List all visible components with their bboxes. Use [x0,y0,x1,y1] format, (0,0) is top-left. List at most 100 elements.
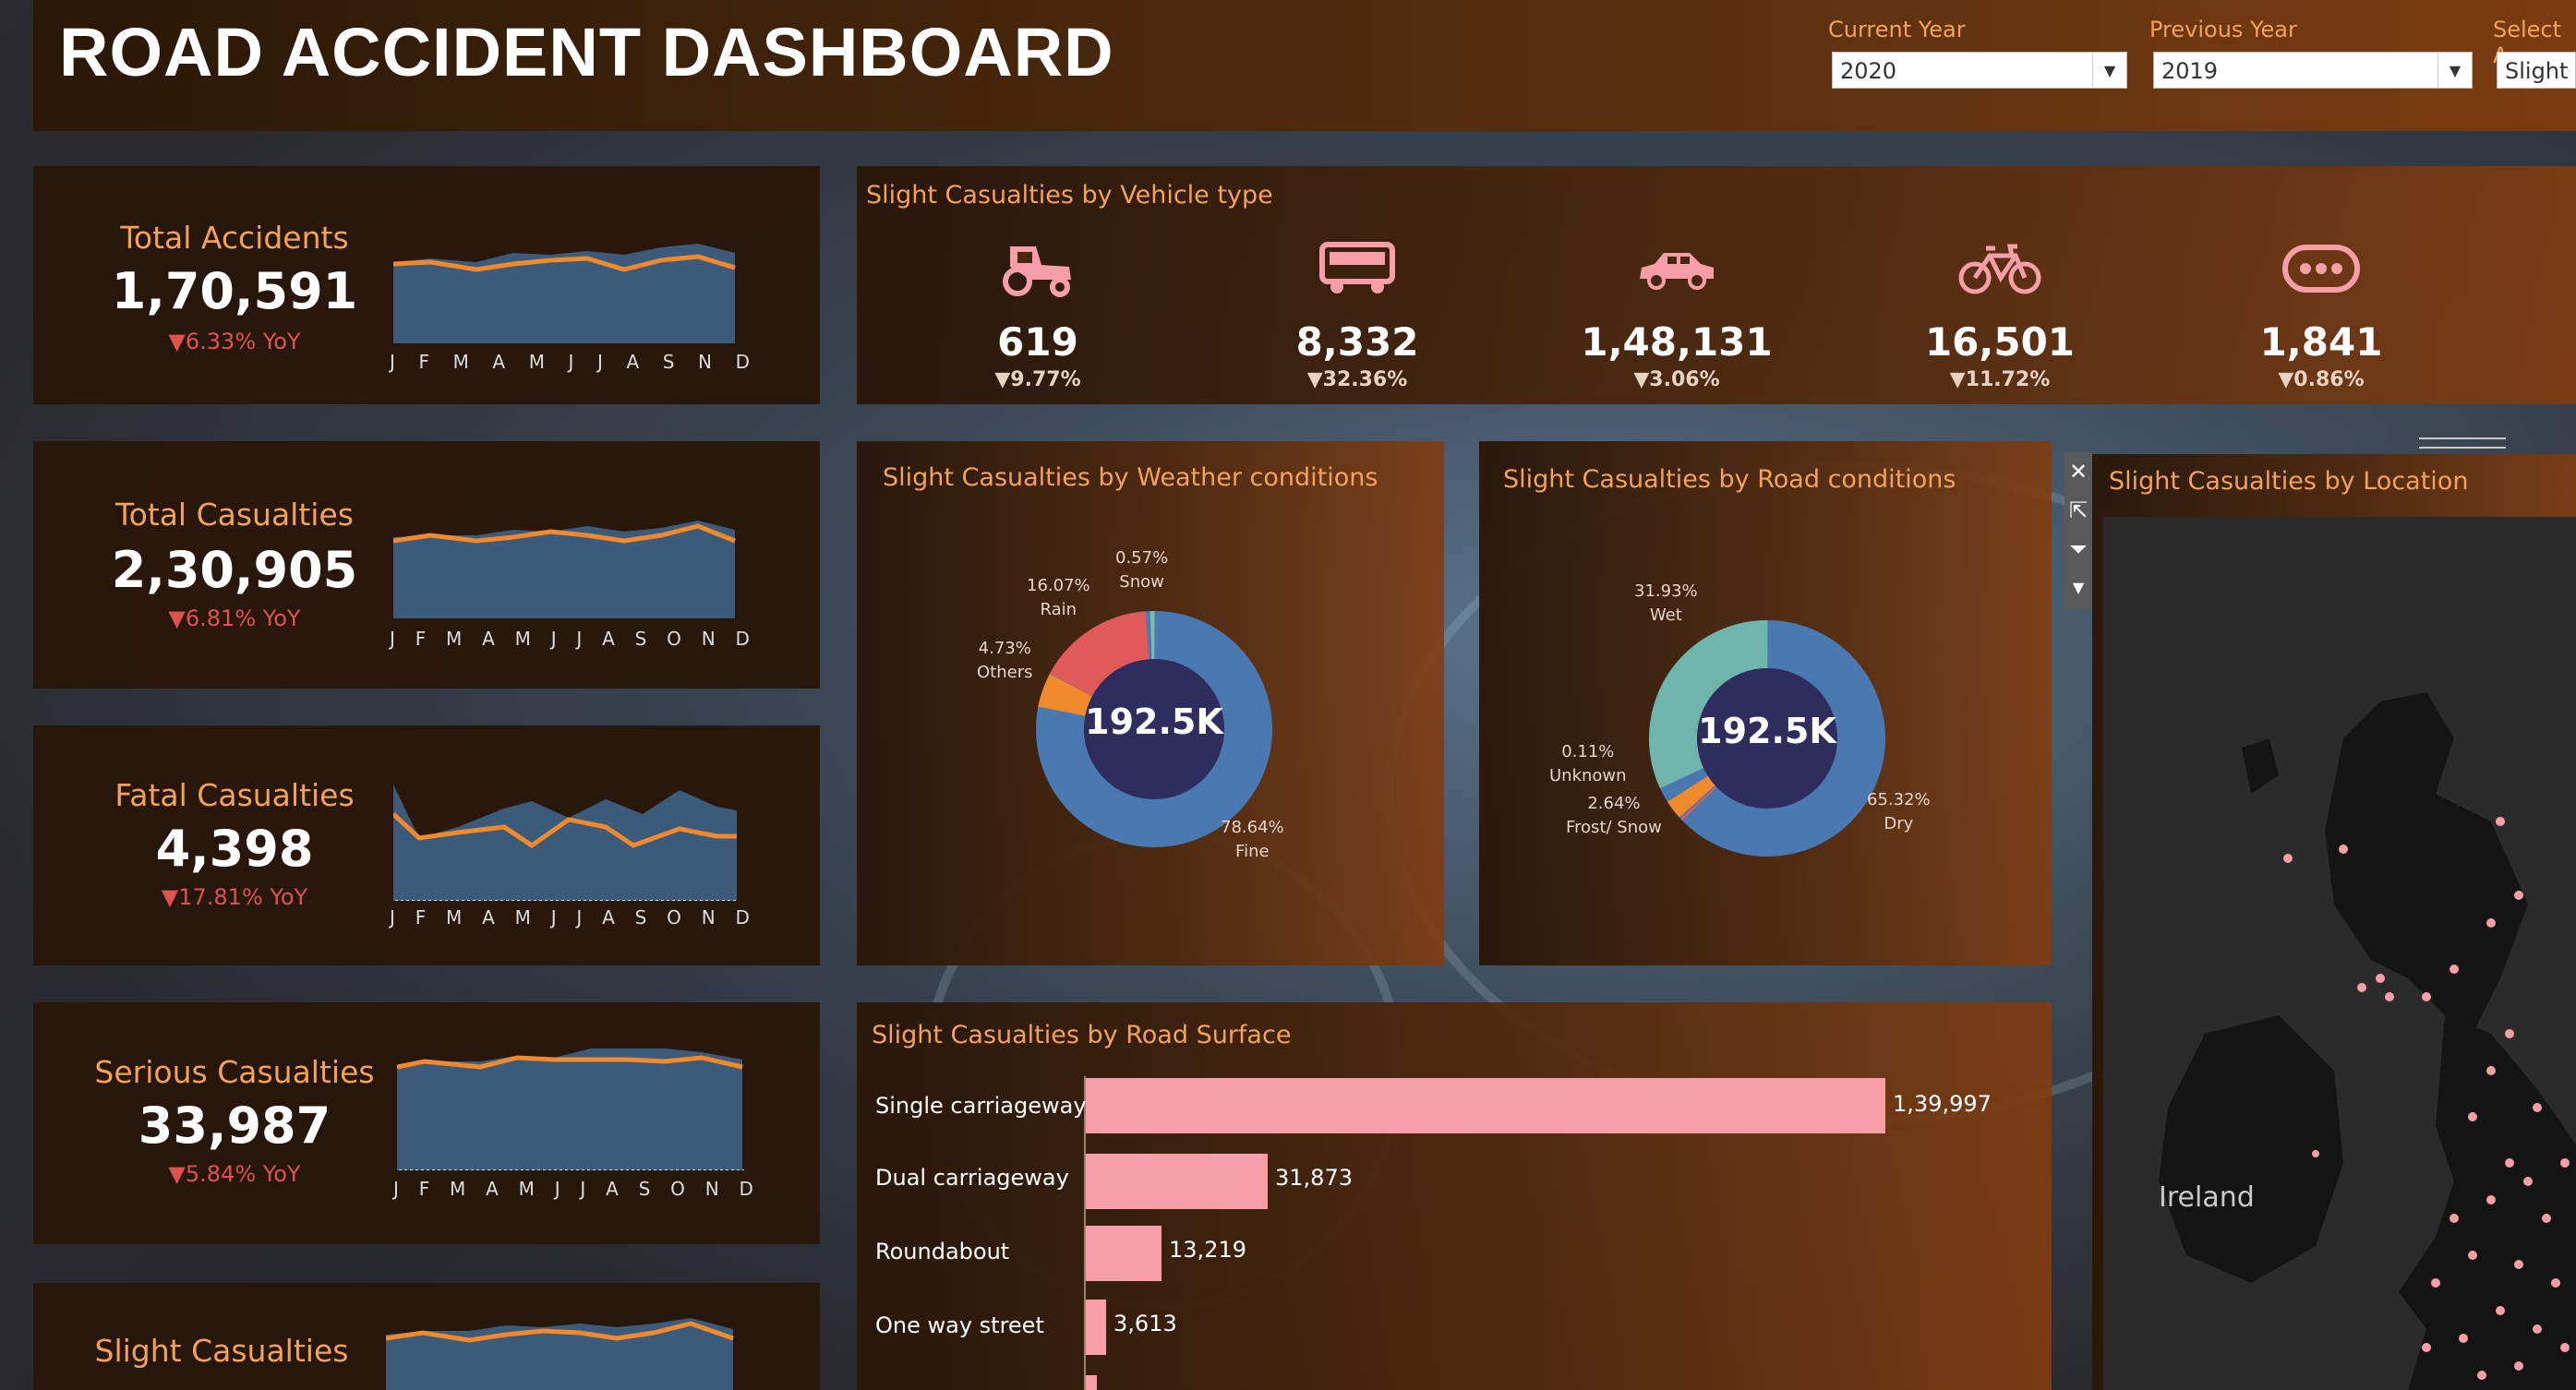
donut-label-frost: 2.64% Frost/ Snow [1566,794,1662,837]
location-map[interactable]: Ireland [2103,517,2576,1390]
external-link-icon[interactable]: ⇱ [2068,497,2088,523]
donut-label-dry: 65.32% Dry [1867,790,1931,833]
bar-roundabout[interactable] [1086,1226,1162,1281]
donut-center-value: 192.5K [1085,701,1223,742]
section-title: Slight Casualties by Road Surface [872,1021,1292,1049]
kpi-title: Fatal Casualties [114,777,355,813]
vehicle-item-other[interactable]: 1,841 ▼0.86% [2210,236,2432,391]
page-title: ROAD ACCIDENT DASHBOARD [59,14,1114,90]
sparkline-area [386,1318,733,1390]
donut-slice-snow [1036,611,1272,847]
sparkline-chart[interactable] [393,753,744,901]
bar-label: One way street [875,1312,1044,1338]
tractor-icon [927,236,1149,301]
vehicle-item-bicycle[interactable]: 16,501 ▼11.72% [1889,236,2111,391]
kpi-value: 1,70,591 [111,262,358,320]
current-year-label: Current Year [1828,17,1966,42]
donut-label-wet: 31.93% Wet [1634,581,1698,625]
bar-partial[interactable] [1086,1375,1097,1390]
bicycle-icon [1889,236,2111,301]
donut-label-others: 4.73% Others [977,639,1033,682]
sparkline-line [397,1055,743,1070]
header-bar: ROAD ACCIDENT DASHBOARD Current Year 202… [33,0,2576,131]
severity-select[interactable]: Slight [2497,52,2576,89]
sparkline-area [393,521,735,618]
sparkline-chart[interactable] [397,1041,748,1170]
kpi-yoy-change: ▼5.84% YoY [168,1161,301,1187]
more-icon [2210,236,2432,301]
map-label-ireland: Ireland [2159,1181,2255,1214]
donut-center-value: 192.5K [1698,711,1836,751]
donut-slice-others [1036,611,1272,847]
bar-single-carriageway[interactable] [1086,1078,1885,1133]
filter-icon[interactable]: ⏷ [2069,536,2088,562]
section-title: Slight Casualties by Location [2109,467,2469,496]
kpi-yoy-change: ▼17.81% YoY [161,884,308,910]
donut-label-rain: 16.07% Rain [1027,576,1090,619]
map-island [2242,738,2279,794]
severity-filter-label: Select A [2493,17,2562,68]
kpi-title: Slight Casualties [94,1333,349,1369]
bar-value: 3,613 [1113,1311,1177,1336]
kpi-title: Serious Casualties [94,1054,375,1090]
sparkline-chart[interactable] [393,480,744,618]
donut-slice-rain [1036,611,1272,847]
bar-axis-line [1084,1076,1086,1390]
dropdown-icon[interactable]: ▼ [2072,579,2085,596]
sparkline-chart[interactable] [393,205,744,343]
section-title: Slight Casualties by Road conditions [1503,465,1956,494]
donut-label-snow: 0.57% Snow [1115,548,1169,592]
section-title: Slight Casualties by Weather conditions [883,463,1378,492]
bar-dual-carriageway[interactable] [1086,1154,1268,1209]
section-title: Slight Casualties by Vehicle type [866,181,1273,210]
bar-label: Single carriageway [875,1093,1087,1119]
kpi-value: 33,987 [138,1096,331,1155]
sheet-toolbar: ✕ ⇱ ⏷ ▼ [2064,452,2092,609]
previous-year-label: Previous Year [2149,17,2297,42]
previous-year-select[interactable]: 2019 ▼ [2153,52,2473,89]
sparkline-line [393,254,736,272]
sparkline-line [393,812,737,849]
chevron-down-icon[interactable]: ▼ [2092,53,2126,88]
donut-label-unknown: 0.11% Unknown [1549,742,1627,785]
resize-handle[interactable] [2419,437,2506,449]
bus-icon [1246,236,1468,301]
vehicle-item-tractor[interactable]: 619 ▼9.77% [927,236,1149,391]
kpi-yoy-change: ▼6.81% YoY [168,605,301,631]
kpi-card-slight-casualties: Slight Casualties [33,1283,820,1390]
vehicle-item-bus[interactable]: 8,332 ▼32.36% [1246,236,1468,391]
bar-value: 13,219 [1169,1237,1246,1263]
weather-conditions-panel: Slight Casualties by Weather conditions … [857,441,1444,965]
sparkline-line [393,523,736,544]
vehicle-type-panel: Slight Casualties by Vehicle type 619 ▼9… [857,166,2576,404]
sparkline-chart[interactable] [386,1314,737,1390]
kpi-yoy-change: ▼6.33% YoY [168,329,301,354]
sparkline-area [393,785,737,901]
road-donut-chart[interactable] [1647,618,1887,858]
bar-label: Roundabout [875,1239,1010,1264]
road-conditions-panel: Slight Casualties by Road conditions 192… [1479,441,2052,965]
map-landmass-scotland [2325,692,2528,1034]
kpi-title: Total Casualties [115,497,354,533]
bar-value: 31,873 [1275,1165,1353,1191]
donut-center [1697,668,1837,809]
kpi-title: Total Accidents [120,220,349,256]
vehicle-item-car[interactable]: 1,48,131 ▼3.06% [1566,236,1788,391]
bar-one-way-street[interactable] [1086,1300,1106,1355]
donut-center [1084,659,1224,799]
chevron-down-icon[interactable]: ▼ [2438,53,2472,88]
weather-donut-chart[interactable] [1034,609,1274,849]
close-icon[interactable]: ✕ [2068,459,2088,485]
donut-label-fine: 78.64% Fine [1221,818,1284,861]
current-year-select[interactable]: 2020 ▼ [1832,52,2127,89]
road-surface-panel: Slight Casualties by Road Surface Single… [857,1002,2052,1390]
donut-slice-unknown [1648,620,1885,857]
bar-value: 1,39,997 [1893,1091,1992,1117]
